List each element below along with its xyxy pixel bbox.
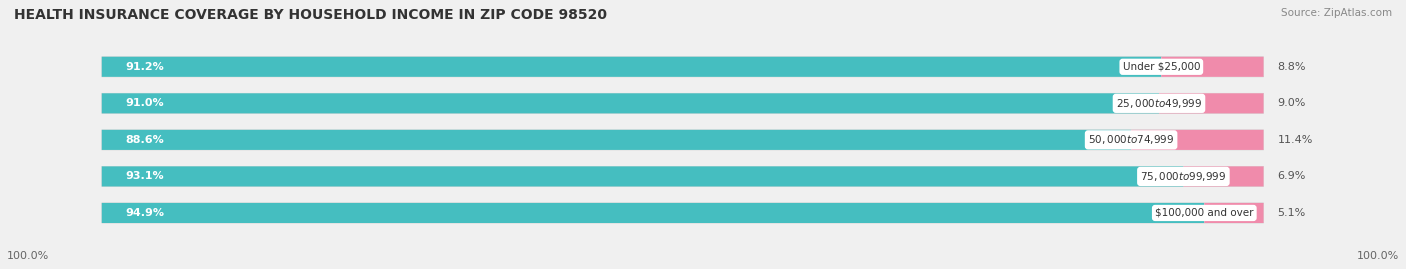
Text: $75,000 to $99,999: $75,000 to $99,999	[1140, 170, 1226, 183]
Text: 100.0%: 100.0%	[7, 251, 49, 261]
FancyBboxPatch shape	[1184, 166, 1264, 186]
FancyBboxPatch shape	[101, 93, 1264, 114]
FancyBboxPatch shape	[101, 166, 1264, 186]
FancyBboxPatch shape	[1159, 93, 1264, 114]
Text: 94.9%: 94.9%	[125, 208, 165, 218]
FancyBboxPatch shape	[1205, 203, 1264, 223]
FancyBboxPatch shape	[101, 57, 1161, 77]
Text: 5.1%: 5.1%	[1278, 208, 1306, 218]
Text: HEALTH INSURANCE COVERAGE BY HOUSEHOLD INCOME IN ZIP CODE 98520: HEALTH INSURANCE COVERAGE BY HOUSEHOLD I…	[14, 8, 607, 22]
Text: $50,000 to $74,999: $50,000 to $74,999	[1088, 133, 1174, 146]
FancyBboxPatch shape	[101, 93, 1159, 114]
FancyBboxPatch shape	[101, 130, 1264, 150]
FancyBboxPatch shape	[1161, 57, 1264, 77]
FancyBboxPatch shape	[101, 57, 1264, 77]
Text: 91.0%: 91.0%	[125, 98, 163, 108]
Text: 11.4%: 11.4%	[1278, 135, 1313, 145]
Text: 100.0%: 100.0%	[1357, 251, 1399, 261]
FancyBboxPatch shape	[101, 203, 1205, 223]
Text: 93.1%: 93.1%	[125, 171, 163, 181]
Text: Under $25,000: Under $25,000	[1122, 62, 1201, 72]
FancyBboxPatch shape	[101, 166, 1184, 186]
Text: $25,000 to $49,999: $25,000 to $49,999	[1116, 97, 1202, 110]
Text: 9.0%: 9.0%	[1278, 98, 1306, 108]
Text: 91.2%: 91.2%	[125, 62, 163, 72]
FancyBboxPatch shape	[101, 130, 1130, 150]
Text: 6.9%: 6.9%	[1278, 171, 1306, 181]
Text: $100,000 and over: $100,000 and over	[1156, 208, 1254, 218]
Text: 88.6%: 88.6%	[125, 135, 163, 145]
Text: Source: ZipAtlas.com: Source: ZipAtlas.com	[1281, 8, 1392, 18]
FancyBboxPatch shape	[101, 203, 1264, 223]
Text: 8.8%: 8.8%	[1278, 62, 1306, 72]
FancyBboxPatch shape	[1130, 130, 1264, 150]
